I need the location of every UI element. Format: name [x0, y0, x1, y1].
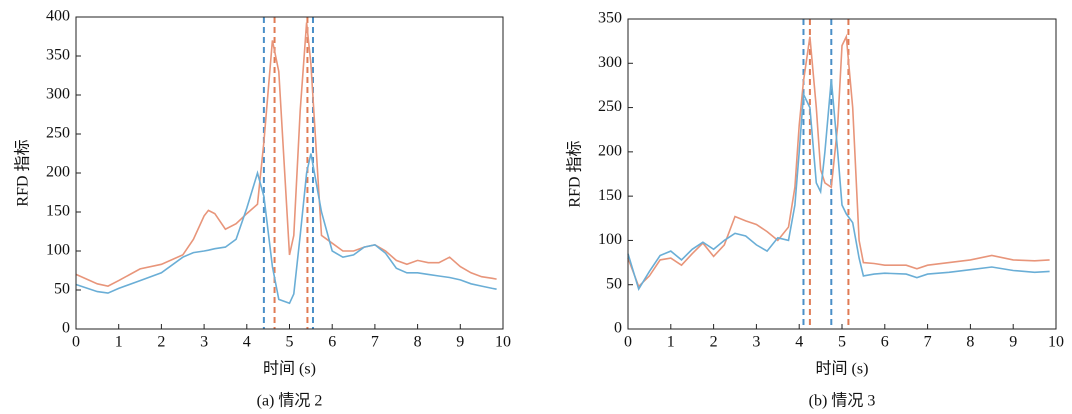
y-tick-label: 400: [46, 8, 70, 25]
y-tick-label: 250: [598, 98, 622, 115]
x-tick-label: 5: [838, 334, 846, 351]
x-tick-label: 4: [795, 334, 803, 351]
y-tick-label: 300: [598, 54, 622, 71]
x-tick-label: 7: [924, 334, 932, 351]
x-tick-label: 10: [495, 334, 511, 351]
y-tick-label: 350: [46, 47, 70, 64]
x-tick-label: 4: [243, 334, 251, 351]
y-tick-label: 50: [606, 275, 622, 292]
x-tick-label: 9: [456, 334, 464, 351]
y-tick-label: 150: [46, 203, 70, 220]
x-tick-label: 0: [624, 334, 632, 351]
x-tick-label: 10: [1048, 334, 1064, 351]
x-tick-label: 7: [371, 334, 379, 351]
x-tick-label: 1: [115, 334, 123, 351]
plot-frame: [627, 18, 1057, 330]
plot-frame: [75, 16, 504, 330]
x-axis-label: 时间 (s): [263, 360, 316, 378]
y-axis-label: RFD 指标: [566, 140, 584, 207]
y-tick-label: 300: [46, 86, 70, 103]
caption: (b) 情况 3: [809, 392, 876, 410]
x-tick-label: 0: [72, 334, 80, 351]
y-axis-label: RFD 指标: [14, 139, 32, 206]
x-tick-label: 8: [414, 334, 422, 351]
data-line: [627, 33, 1050, 288]
x-tick-label: 6: [881, 334, 889, 351]
x-tick-label: 8: [966, 334, 974, 351]
y-tick-label: 200: [598, 143, 622, 160]
y-tick-label: 200: [46, 164, 70, 181]
x-tick-label: 5: [286, 334, 294, 351]
data-line: [75, 153, 497, 305]
y-tick-label: 50: [54, 281, 70, 298]
x-tick-label: 2: [157, 334, 165, 351]
y-tick-label: 100: [46, 242, 70, 259]
y-tick-label: 0: [62, 320, 70, 337]
x-tick-label: 2: [710, 334, 718, 351]
x-tick-label: 1: [667, 334, 675, 351]
y-tick-label: 0: [614, 320, 622, 337]
x-tick-label: 6: [328, 334, 336, 351]
y-tick-label: 100: [598, 231, 622, 248]
y-tick-label: 150: [598, 187, 622, 204]
data-line: [75, 22, 497, 287]
x-tick-label: 3: [200, 334, 208, 351]
data-line: [627, 79, 1050, 292]
caption: (a) 情况 2: [257, 392, 323, 410]
y-tick-label: 350: [598, 10, 622, 27]
x-tick-label: 3: [752, 334, 760, 351]
x-axis-label: 时间 (s): [816, 360, 869, 378]
x-tick-label: 9: [1009, 334, 1017, 351]
y-tick-label: 250: [46, 125, 70, 142]
